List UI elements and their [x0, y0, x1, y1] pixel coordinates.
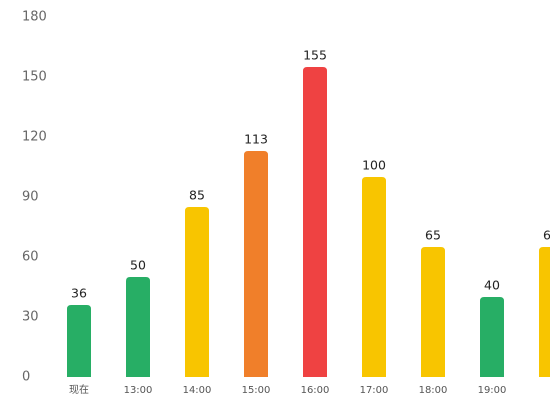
bar: [539, 247, 550, 377]
value-label: 50: [130, 258, 146, 273]
bar: [126, 277, 150, 377]
x-tick-label: 16:00: [301, 385, 330, 396]
value-label: 85: [189, 188, 205, 203]
x-tick-label: 15:00: [242, 385, 271, 396]
y-tick-label: 90: [22, 190, 39, 205]
y-tick-label: 180: [22, 10, 47, 25]
bar: [362, 177, 386, 377]
bar: [244, 151, 268, 377]
bar: [303, 67, 327, 377]
value-label: 113: [244, 132, 268, 147]
value-label: 100: [362, 158, 386, 173]
bar: [421, 247, 445, 377]
y-tick-label: 0: [22, 370, 30, 385]
x-tick-label: 18:00: [419, 385, 448, 396]
bar: [480, 297, 504, 377]
x-tick-label: 14:00: [183, 385, 212, 396]
value-label: 155: [303, 48, 327, 63]
x-tick-label: 13:00: [124, 385, 153, 396]
x-tick-label: 17:00: [360, 385, 389, 396]
value-label: 40: [484, 278, 500, 293]
bar: [67, 305, 91, 377]
value-label: 65: [543, 228, 550, 243]
y-tick-label: 150: [22, 70, 47, 85]
y-tick-label: 60: [22, 250, 39, 265]
value-label: 65: [425, 228, 441, 243]
bar: [185, 207, 209, 377]
y-tick-label: 30: [22, 310, 39, 325]
x-tick-label: 现在: [69, 384, 89, 396]
y-tick-label: 120: [22, 130, 47, 145]
x-tick-label: 19:00: [478, 385, 507, 396]
value-label: 36: [71, 286, 87, 301]
